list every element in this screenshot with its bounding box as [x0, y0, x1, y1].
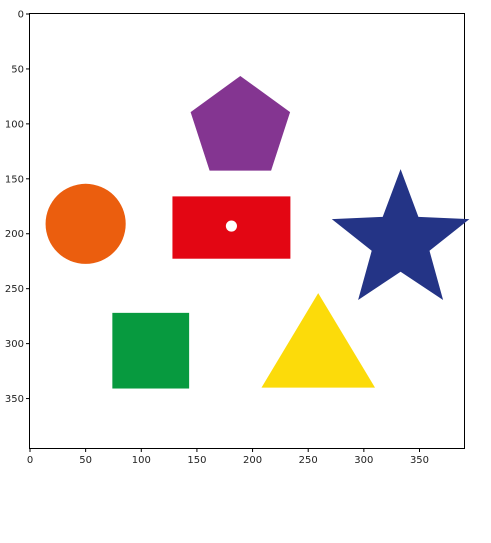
y-tick-label: 300 — [5, 339, 24, 350]
y-axis: 0 50 100 150 200 250 300 350 — [5, 10, 30, 405]
x-tick-label: 350 — [410, 455, 429, 466]
y-tick-label: 100 — [5, 119, 24, 130]
shape-layer — [45, 76, 470, 389]
x-tick-label: 300 — [354, 455, 373, 466]
y-tick-label: 200 — [5, 229, 24, 240]
x-axis: 0 50 100 150 200 250 300 350 — [27, 448, 429, 466]
y-tick-label: 0 — [18, 10, 24, 21]
x-tick-label: 200 — [243, 455, 262, 466]
yellow-triangle-marker — [261, 293, 375, 388]
blue-star-marker — [331, 169, 470, 300]
x-tick-label: 150 — [187, 455, 206, 466]
purple-pentagon-marker — [190, 76, 291, 171]
y-tick-label: 350 — [5, 394, 24, 405]
x-tick-label: 0 — [27, 455, 33, 466]
x-tick-label: 50 — [79, 455, 92, 466]
orange-circle-marker — [45, 183, 126, 264]
x-tick-label: 250 — [299, 455, 318, 466]
y-tick-label: 250 — [5, 284, 24, 295]
y-tick-label: 50 — [11, 64, 24, 75]
x-tick-label: 100 — [132, 455, 151, 466]
y-tick-label: 150 — [5, 174, 24, 185]
green-square-marker — [112, 312, 190, 389]
white-dot-marker — [225, 220, 237, 232]
